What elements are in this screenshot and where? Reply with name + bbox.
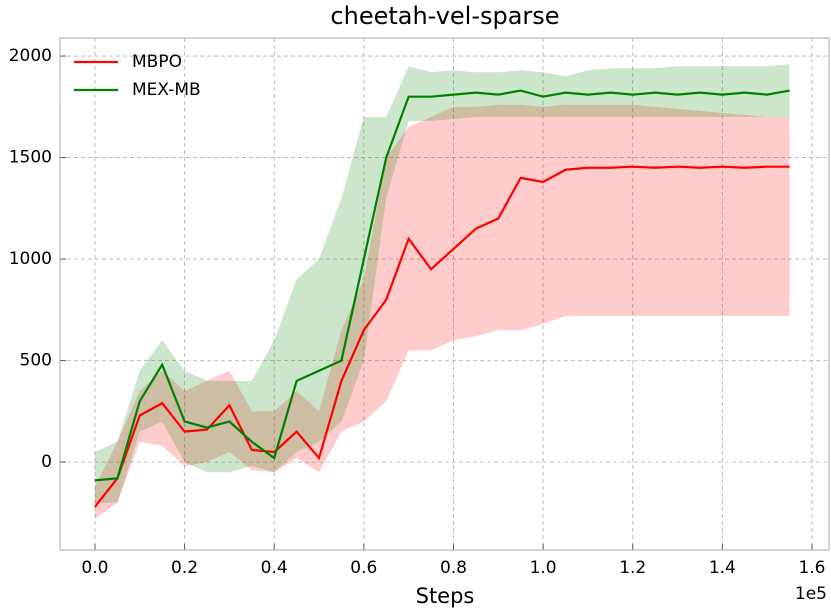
x-tick-label: 0.0	[81, 558, 108, 578]
band	[94, 104, 790, 519]
y-tick-label: 0	[41, 452, 52, 472]
x-tick-label: 1.0	[530, 558, 557, 578]
band	[94, 64, 790, 503]
x-tick-label: 1.4	[709, 558, 736, 578]
series-line	[94, 89, 790, 482]
x-tick-label: 0.2	[171, 558, 198, 578]
x-tick-label: 0.4	[261, 558, 288, 578]
x-axis-label: Steps	[416, 584, 475, 608]
x-offset-label: 1e5	[795, 584, 827, 604]
legend-label: MEX-MB	[132, 80, 201, 100]
x-tick-label: 0.8	[440, 558, 467, 578]
plot-frame	[59, 37, 830, 551]
y-tick-label: 1000	[9, 249, 52, 269]
legend-label: MBPO	[132, 52, 182, 72]
x-tick-label: 1.6	[798, 558, 825, 578]
x-tick-label: 1.2	[619, 558, 646, 578]
y-tick-label: 1500	[9, 148, 52, 168]
x-tick-label: 0.6	[350, 558, 377, 578]
y-tick-label: 2000	[9, 46, 52, 66]
chart-title: cheetah-vel-sparse	[330, 2, 559, 30]
y-tick-label: 500	[20, 351, 52, 371]
